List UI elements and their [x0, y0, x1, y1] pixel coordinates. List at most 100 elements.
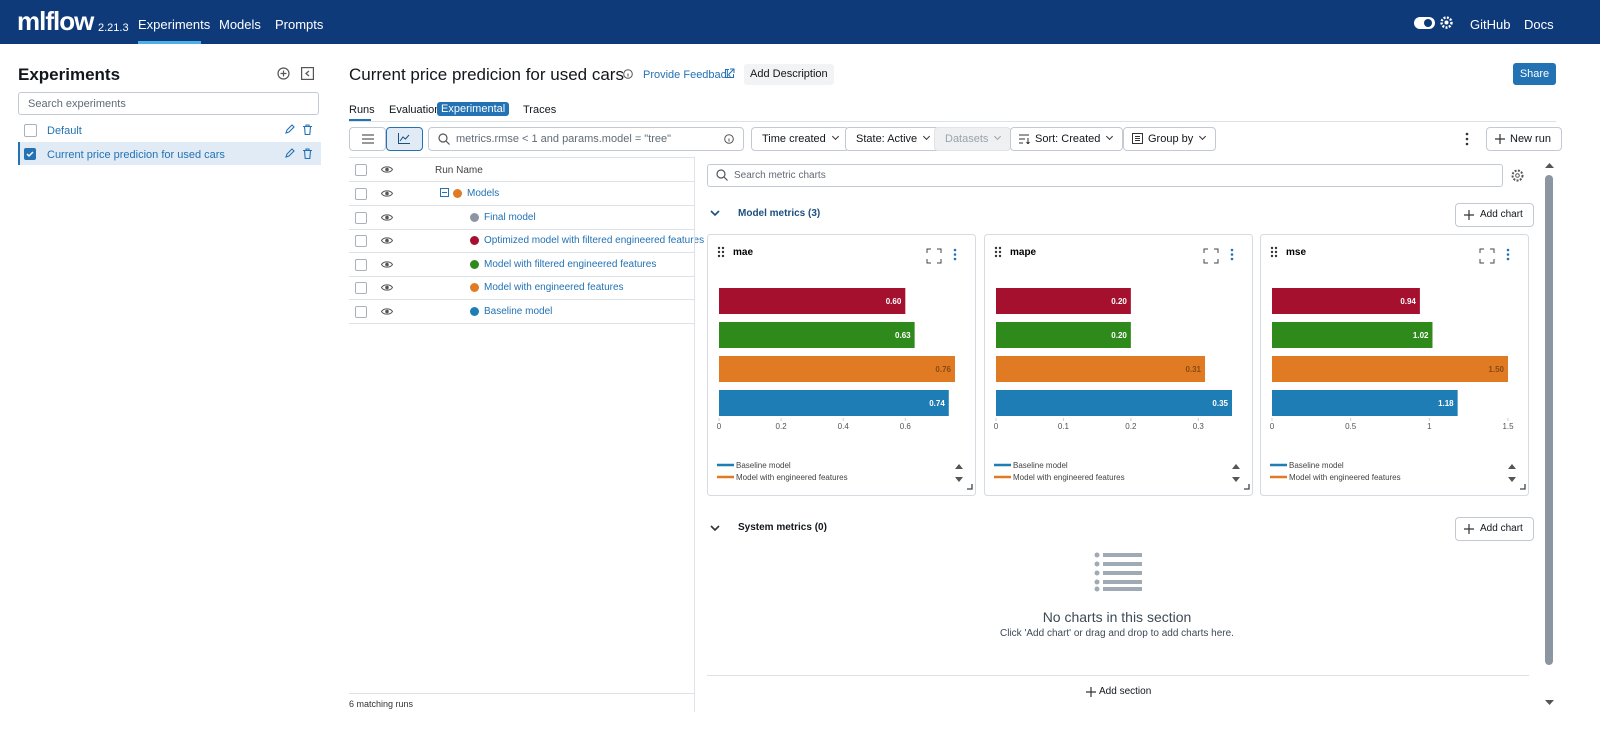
chart-view-button[interactable]	[386, 127, 423, 151]
run-name[interactable]: Models	[467, 188, 500, 199]
scroll-down[interactable]	[1545, 700, 1554, 706]
fullscreen-icon[interactable]	[926, 248, 942, 264]
collapse-toggle[interactable]	[440, 188, 449, 197]
time-filter[interactable]: Time created	[751, 127, 849, 151]
add-section-button[interactable]: Add section	[1099, 686, 1152, 697]
nav-link[interactable]: GitHub	[1470, 17, 1511, 32]
query-input[interactable]: metrics.rmse < 1 and params.model = "tre…	[428, 127, 744, 151]
bar[interactable]	[995, 288, 1131, 314]
legend-scroll-down[interactable]	[1231, 477, 1240, 482]
fullscreen-icon[interactable]	[1203, 248, 1218, 264]
feedback-link[interactable]: Provide Feedback	[643, 69, 732, 81]
chart-search[interactable]: Search metric charts	[707, 164, 1503, 187]
checkbox[interactable]	[355, 188, 367, 200]
legend-scroll-up[interactable]	[1231, 464, 1240, 469]
edit-icon[interactable]	[284, 148, 295, 159]
bar[interactable]	[719, 390, 949, 416]
legend-label[interactable]: Model with engineered features	[1013, 473, 1125, 482]
visibility-icon[interactable]	[381, 165, 393, 174]
bar[interactable]	[719, 356, 955, 382]
fullscreen-icon[interactable]	[1479, 248, 1495, 264]
drag-handle[interactable]	[1270, 246, 1278, 258]
bar[interactable]	[995, 322, 1131, 348]
nav-tab[interactable]: Models	[219, 17, 261, 32]
experiment-link[interactable]: Default	[47, 125, 82, 137]
resize-handle[interactable]	[967, 484, 973, 490]
tab[interactable]: Runs	[349, 104, 375, 116]
bar[interactable]	[1272, 322, 1433, 348]
bar[interactable]	[995, 356, 1205, 382]
collapse-sidebar-icon[interactable]	[301, 67, 314, 80]
legend-scroll-up[interactable]	[1508, 464, 1516, 469]
visibility-icon[interactable]	[381, 213, 393, 222]
logo[interactable]: mlflow	[17, 6, 94, 36]
add-description-button[interactable]: Add Description	[744, 64, 834, 85]
selected-experiment[interactable]	[18, 142, 321, 165]
drag-handle[interactable]	[717, 246, 725, 258]
visibility-icon[interactable]	[381, 260, 393, 269]
run-row[interactable]: Model with engineered features	[349, 276, 694, 300]
share-button[interactable]: Share	[1513, 63, 1556, 85]
run-row[interactable]: Final model	[349, 206, 694, 230]
state-filter[interactable]: State: Active	[845, 127, 941, 151]
legend-scroll-up[interactable]	[955, 464, 963, 469]
scrollbar-thumb[interactable]	[1545, 175, 1553, 665]
delete-icon[interactable]	[302, 124, 313, 135]
legend-label[interactable]: Baseline model	[736, 461, 791, 470]
delete-icon[interactable]	[302, 148, 313, 159]
edit-icon[interactable]	[284, 124, 295, 135]
info-icon[interactable]	[623, 69, 633, 79]
run-row[interactable]: Models	[349, 182, 694, 206]
checkbox[interactable]	[355, 282, 367, 294]
legend-scroll-down[interactable]	[1508, 477, 1516, 482]
section-collapse-icon[interactable]	[710, 524, 720, 532]
chart-menu[interactable]	[1230, 248, 1233, 261]
chart-menu[interactable]	[1506, 248, 1510, 261]
sort-button[interactable]: Sort: Created	[1010, 127, 1124, 151]
legend-label[interactable]: Baseline model	[1013, 461, 1068, 470]
visibility-icon[interactable]	[381, 189, 393, 198]
bar[interactable]	[1272, 356, 1508, 382]
legend-label[interactable]: Baseline model	[1289, 461, 1344, 470]
bar[interactable]	[995, 390, 1232, 416]
legend-label[interactable]: Model with engineered features	[1289, 473, 1401, 482]
tab[interactable]: Evaluation	[389, 104, 441, 116]
run-row[interactable]: Model with filtered engineered features	[349, 253, 694, 277]
bar[interactable]	[1272, 288, 1420, 314]
legend-label[interactable]: Model with engineered features	[736, 473, 848, 482]
checkbox[interactable]	[355, 235, 367, 247]
select-all-checkbox[interactable]	[355, 164, 367, 176]
resize-handle[interactable]	[1243, 484, 1250, 490]
run-row[interactable]: Baseline model	[349, 300, 694, 324]
tab[interactable]: Traces	[523, 104, 557, 116]
checkbox[interactable]	[355, 258, 367, 271]
visibility-icon[interactable]	[381, 236, 393, 245]
more-icon[interactable]	[1465, 132, 1469, 146]
resize-handle[interactable]	[1520, 484, 1526, 490]
checkbox[interactable]	[355, 211, 367, 224]
visibility-icon[interactable]	[381, 307, 393, 316]
drag-handle[interactable]	[994, 246, 1001, 258]
legend-scroll-down[interactable]	[955, 477, 963, 482]
nav-tab[interactable]: Prompts	[275, 17, 324, 32]
checkbox[interactable]	[24, 124, 37, 137]
experiment-link[interactable]: Current price predicion for used cars	[47, 149, 225, 161]
run-row[interactable]: Optimized model with filtered engineered…	[349, 229, 704, 253]
run-name[interactable]: Model with engineered features	[484, 282, 624, 293]
info-icon[interactable]	[724, 134, 734, 144]
checkbox[interactable]	[355, 305, 367, 318]
create-experiment-icon[interactable]	[277, 67, 290, 80]
bar[interactable]	[719, 288, 906, 314]
bar[interactable]	[719, 322, 915, 348]
section-collapse-icon[interactable]	[710, 209, 720, 217]
settings-icon[interactable]	[1511, 169, 1524, 182]
settings-icon[interactable]	[1440, 16, 1453, 29]
scroll-up[interactable]	[1545, 162, 1554, 168]
bar[interactable]	[1272, 390, 1458, 416]
nav-tab[interactable]: Experiments	[138, 17, 211, 32]
visibility-icon[interactable]	[381, 283, 393, 292]
experiment-search[interactable]: Search experiments	[18, 92, 319, 115]
run-name[interactable]: Baseline model	[484, 305, 553, 317]
run-name[interactable]: Final model	[484, 211, 536, 223]
chart-menu[interactable]	[953, 248, 957, 261]
